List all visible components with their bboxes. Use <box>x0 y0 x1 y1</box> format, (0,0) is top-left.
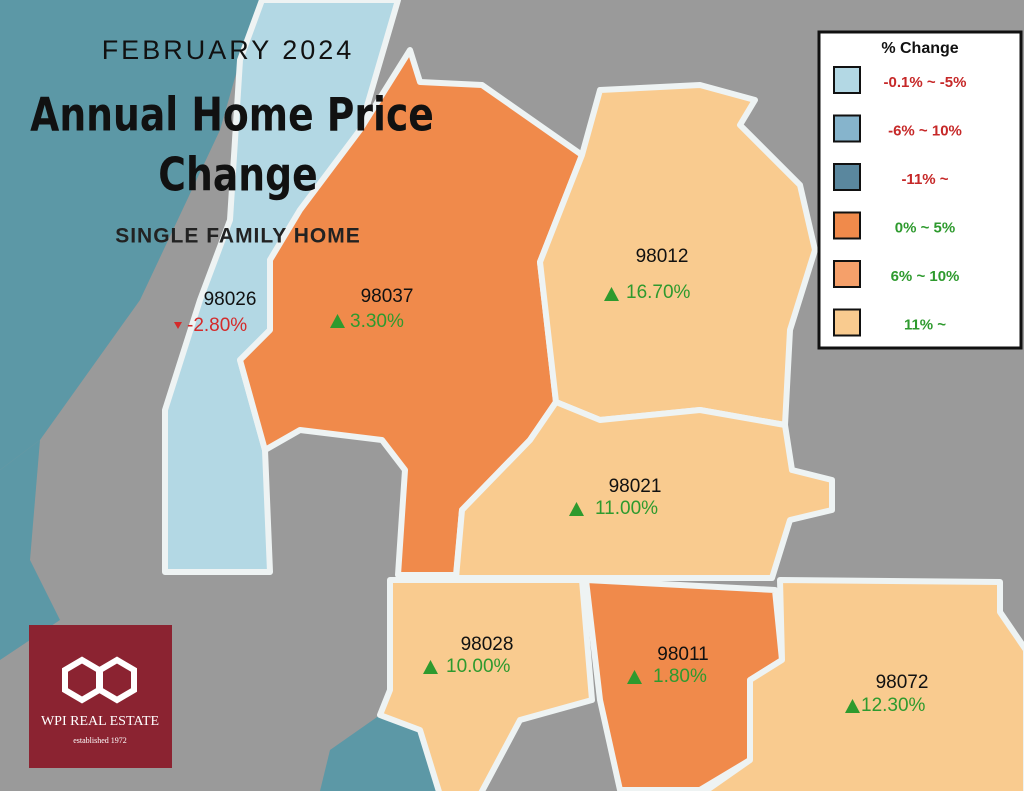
change: 16.70% <box>626 282 691 303</box>
change: 10.00% <box>446 656 511 677</box>
change: 3.30% <box>350 311 404 332</box>
logo-tagline: established 1972 <box>73 736 127 745</box>
legend-swatch <box>833 66 861 94</box>
legend-label: -0.1% ~ -5% <box>884 74 967 91</box>
logo-name: WPI REAL ESTATE <box>41 714 159 729</box>
legend-label: 6% ~ 10% <box>891 268 960 285</box>
legend-swatch <box>833 308 861 337</box>
zip: 98012 <box>636 246 689 267</box>
subtitle: SINGLE FAMILY HOME <box>115 225 361 248</box>
zip: 98028 <box>461 634 514 655</box>
legend-label: 11% ~ <box>904 316 946 333</box>
up-arrow <box>627 670 642 684</box>
legend-label: 0% ~ 5% <box>895 219 955 236</box>
zip: 98026 <box>204 289 257 310</box>
down-arrow <box>174 322 182 329</box>
title: Annual Home Price <box>30 88 434 142</box>
up-arrow <box>330 314 345 328</box>
legend-label: -11% ~ <box>901 171 948 188</box>
up-arrow <box>569 502 584 516</box>
title: Change <box>158 148 317 202</box>
logo <box>29 625 172 768</box>
legend-swatch <box>833 163 861 191</box>
up-arrow <box>423 660 438 674</box>
date: FEBRUARY 2024 <box>102 35 355 65</box>
legend-label: -6% ~ 10% <box>888 122 962 139</box>
region-98012 <box>537 82 818 428</box>
change: 12.30% <box>861 695 926 716</box>
legend-swatch <box>833 260 861 288</box>
zip: 98011 <box>657 644 708 665</box>
region-98021 <box>453 399 835 581</box>
legend-swatch <box>833 114 861 143</box>
change: 11.00% <box>595 498 658 519</box>
up-arrow <box>845 699 860 713</box>
water <box>0 0 262 470</box>
zip: 98021 <box>609 476 662 497</box>
logo-mark <box>62 656 137 704</box>
water <box>320 715 440 791</box>
legend: % Change -0.1% ~ -5% -6% ~ 10% -11% ~ 0% ~ … <box>817 30 1023 350</box>
water <box>0 440 60 660</box>
zip: 98072 <box>876 672 929 693</box>
legend-title: % Change <box>881 40 958 57</box>
up-arrow <box>604 287 619 301</box>
change: -2.80% <box>187 315 247 336</box>
change: 1.80% <box>653 666 707 687</box>
zip: 98037 <box>361 286 414 307</box>
legend-swatch <box>833 211 861 240</box>
